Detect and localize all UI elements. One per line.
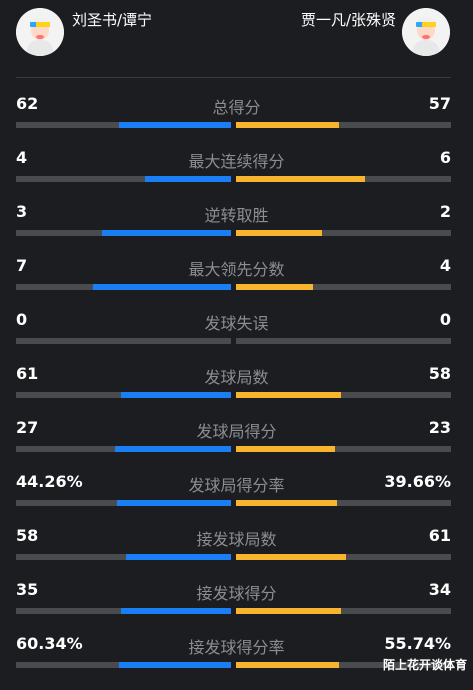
right-stat-bar-fill — [236, 554, 346, 560]
right-stat-bar-fill — [236, 176, 365, 182]
stat-row: 0 发球失误 0 — [0, 310, 473, 366]
left-stat-bar — [16, 338, 231, 344]
stat-label: 总得分 — [212, 98, 261, 117]
stat-label: 逆转取胜 — [204, 206, 269, 225]
right-stat-value: 57 — [428, 94, 451, 113]
left-stat-bar — [16, 176, 231, 182]
stat-row: 27 发球局得分 23 — [0, 418, 473, 474]
left-stat-bar-fill — [119, 662, 231, 668]
left-stat-value: 58 — [16, 526, 39, 545]
right-stat-value: 55.74% — [384, 634, 451, 653]
right-player-avatar[interactable] — [402, 8, 450, 56]
left-stat-value: 60.34% — [16, 634, 83, 653]
stat-label: 接发球局数 — [196, 530, 277, 549]
left-stat-bar — [16, 662, 231, 668]
left-stat-bar-fill — [125, 554, 231, 560]
right-stat-bar-fill — [236, 446, 335, 452]
left-stat-value: 0 — [16, 310, 28, 329]
right-stat-bar — [236, 608, 451, 614]
right-stat-bar — [236, 554, 451, 560]
match-header: 刘圣书/谭宁 贾一凡/张殊贤 — [0, 0, 473, 78]
left-stat-value: 35 — [16, 580, 39, 599]
right-stat-bar — [236, 230, 451, 236]
stat-row: 35 接发球得分 34 — [0, 580, 473, 636]
stat-row: 44.26% 发球局得分率 39.66% — [0, 472, 473, 528]
stat-row: 60.34% 接发球得分率 55.74% — [0, 634, 473, 690]
right-stat-bar — [236, 338, 451, 344]
left-stat-bar — [16, 446, 231, 452]
right-stat-bar-fill — [236, 284, 314, 290]
left-stat-bar-fill — [121, 392, 231, 398]
right-stat-bar — [236, 662, 451, 668]
right-stat-value: 34 — [428, 580, 451, 599]
stat-row: 58 接发球局数 61 — [0, 526, 473, 582]
stat-row: 62 总得分 57 — [0, 94, 473, 150]
stat-row: 7 最大领先分数 4 — [0, 256, 473, 312]
right-stat-value: 23 — [428, 418, 451, 437]
left-stat-bar — [16, 122, 231, 128]
stat-row: 61 发球局数 58 — [0, 364, 473, 420]
left-stat-value: 7 — [16, 256, 28, 275]
left-stat-value: 62 — [16, 94, 39, 113]
right-stat-value: 6 — [439, 148, 451, 167]
left-stat-bar — [16, 500, 231, 506]
right-stat-bar-fill — [236, 608, 342, 614]
left-stat-bar-fill — [145, 176, 231, 182]
right-stat-value: 4 — [439, 256, 451, 275]
right-stat-value: 0 — [439, 310, 451, 329]
left-stat-bar-fill — [102, 230, 231, 236]
right-stat-value: 39.66% — [384, 472, 451, 491]
left-stat-value: 27 — [16, 418, 39, 437]
left-stat-bar — [16, 230, 231, 236]
right-stat-value: 2 — [439, 202, 451, 221]
right-stat-bar-fill — [236, 122, 340, 128]
stat-label: 接发球得分 — [196, 584, 277, 603]
left-stat-bar-fill — [117, 500, 231, 506]
left-stat-value: 4 — [16, 148, 28, 167]
left-stat-bar-fill — [114, 446, 231, 452]
left-stat-bar-fill — [93, 284, 231, 290]
left-stat-bar-fill — [121, 608, 231, 614]
header-divider — [16, 77, 451, 78]
stat-row: 3 逆转取胜 2 — [0, 202, 473, 258]
left-stat-bar — [16, 392, 231, 398]
stat-row: 4 最大连续得分 6 — [0, 148, 473, 204]
right-stat-bar-fill — [236, 392, 342, 398]
left-stat-bar — [16, 284, 231, 290]
left-stat-bar — [16, 554, 231, 560]
right-stat-bar-fill — [236, 230, 322, 236]
stat-label: 最大连续得分 — [188, 152, 285, 171]
right-stat-bar — [236, 392, 451, 398]
left-stat-value: 3 — [16, 202, 28, 221]
left-stat-value: 61 — [16, 364, 39, 383]
right-player-name: 贾一凡/张殊贤 — [300, 11, 396, 29]
left-stat-bar — [16, 608, 231, 614]
left-player-avatar[interactable] — [16, 8, 64, 56]
stat-label: 发球局得分率 — [188, 476, 285, 495]
right-stat-value: 61 — [428, 526, 451, 545]
right-stat-bar — [236, 284, 451, 290]
stat-label: 发球局得分 — [196, 422, 277, 441]
right-stat-value: 58 — [428, 364, 451, 383]
stat-label: 最大领先分数 — [188, 260, 285, 279]
stat-label: 发球失误 — [204, 314, 269, 333]
watermark: 陌上花开谈体育 — [382, 658, 467, 672]
right-stat-bar-fill — [236, 500, 338, 506]
right-stat-bar — [236, 500, 451, 506]
stat-label: 接发球得分率 — [188, 638, 285, 657]
left-player-name: 刘圣书/谭宁 — [72, 11, 153, 29]
right-stat-bar — [236, 176, 451, 182]
right-stat-bar — [236, 446, 451, 452]
left-stat-bar-fill — [119, 122, 231, 128]
right-stat-bar-fill — [236, 662, 340, 668]
left-stat-value: 44.26% — [16, 472, 83, 491]
right-stat-bar — [236, 122, 451, 128]
stat-label: 发球局数 — [204, 368, 269, 387]
